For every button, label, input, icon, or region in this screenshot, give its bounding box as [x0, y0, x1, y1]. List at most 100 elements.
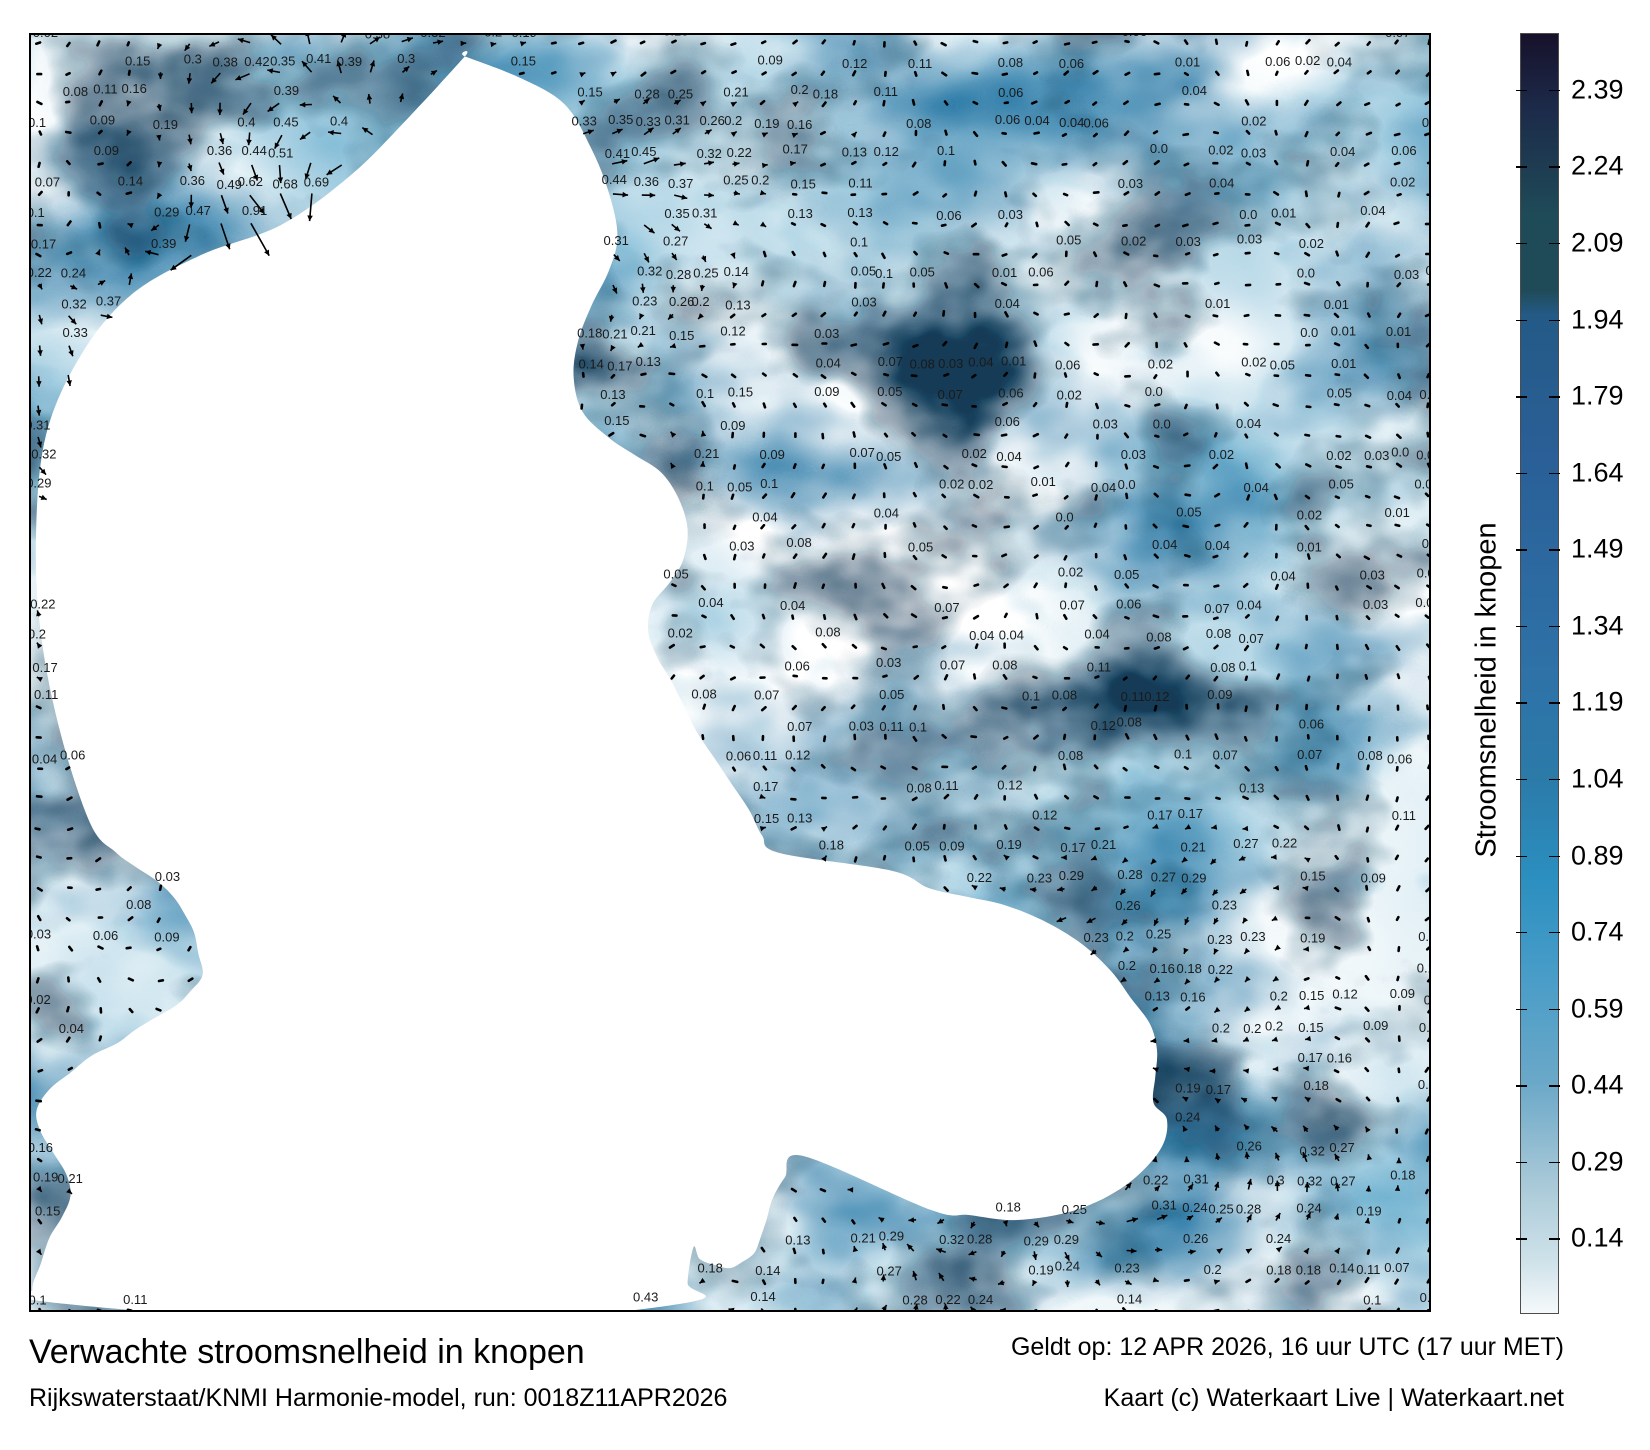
svg-text:0.09: 0.09 [94, 143, 119, 158]
svg-text:0.25: 0.25 [723, 172, 748, 187]
svg-text:0.07: 0.07 [1330, 35, 1355, 38]
svg-text:0.03: 0.03 [851, 294, 876, 309]
svg-text:0.18: 0.18 [996, 1200, 1021, 1215]
svg-text:0.12: 0.12 [1332, 987, 1357, 1002]
svg-text:0.07: 0.07 [1385, 35, 1410, 40]
svg-text:0.45: 0.45 [631, 144, 656, 159]
svg-text:0.25: 0.25 [668, 86, 693, 101]
svg-text:0.11: 0.11 [1121, 689, 1145, 704]
svg-text:0.02: 0.02 [1390, 174, 1415, 189]
svg-text:0.14: 0.14 [724, 264, 749, 279]
svg-text:0.07: 0.07 [1415, 595, 1431, 610]
svg-text:0.22: 0.22 [31, 596, 56, 611]
svg-text:0.08: 0.08 [1210, 660, 1235, 675]
svg-text:0.23: 0.23 [1240, 929, 1265, 944]
svg-text:0.23: 0.23 [1027, 871, 1052, 886]
svg-text:0.29: 0.29 [879, 1228, 904, 1243]
svg-text:0.03: 0.03 [31, 927, 51, 942]
svg-text:0.06: 0.06 [995, 112, 1020, 127]
svg-text:0.01: 0.01 [1205, 296, 1230, 311]
svg-text:0.08: 0.08 [910, 356, 935, 371]
svg-text:0.02: 0.02 [1208, 143, 1233, 158]
svg-text:0.11: 0.11 [874, 84, 898, 99]
svg-text:0.0: 0.0 [1145, 384, 1163, 399]
svg-text:0.29: 0.29 [1054, 1232, 1079, 1247]
svg-text:0.25: 0.25 [1062, 1202, 1087, 1217]
svg-text:0.14: 0.14 [118, 174, 143, 189]
svg-text:0.47: 0.47 [186, 203, 211, 218]
svg-text:0.16: 0.16 [1150, 961, 1175, 976]
svg-text:0.15: 0.15 [1300, 868, 1325, 883]
svg-text:0.01: 0.01 [1331, 356, 1356, 371]
svg-text:0.04: 0.04 [1152, 537, 1177, 552]
svg-text:0.05: 0.05 [879, 687, 904, 702]
svg-text:0.19: 0.19 [1175, 1081, 1200, 1096]
svg-text:0.13: 0.13 [842, 144, 867, 159]
svg-text:0.26: 0.26 [700, 113, 725, 128]
svg-text:0.05: 0.05 [1327, 385, 1352, 400]
svg-text:0.05: 0.05 [727, 480, 752, 495]
svg-text:0.29: 0.29 [1181, 870, 1206, 885]
svg-text:0.4: 0.4 [237, 115, 255, 130]
svg-text:0.24: 0.24 [1266, 1231, 1291, 1246]
svg-text:0.19: 0.19 [754, 116, 779, 131]
svg-text:0.06: 0.06 [60, 748, 85, 763]
svg-text:0.06: 0.06 [936, 208, 961, 223]
svg-text:0.04: 0.04 [1182, 83, 1207, 98]
svg-text:0.45: 0.45 [273, 115, 298, 130]
svg-text:0.04: 0.04 [1422, 536, 1431, 551]
svg-text:0.12: 0.12 [720, 323, 745, 338]
svg-text:0.2: 0.2 [791, 82, 809, 97]
svg-text:0.06: 0.06 [1055, 358, 1080, 373]
svg-text:0.21: 0.21 [58, 1171, 83, 1186]
svg-text:0.03: 0.03 [1394, 267, 1419, 282]
svg-text:0.24: 0.24 [1182, 1200, 1207, 1215]
svg-text:0.17: 0.17 [1178, 806, 1203, 821]
svg-text:0.12: 0.12 [1417, 961, 1431, 976]
svg-text:0.01: 0.01 [1001, 354, 1026, 369]
svg-text:0.62: 0.62 [238, 174, 263, 189]
svg-text:0.11: 0.11 [753, 748, 777, 763]
svg-text:0.06: 0.06 [1084, 115, 1109, 130]
svg-text:0.11: 0.11 [1419, 1020, 1431, 1035]
svg-text:0.09: 0.09 [1207, 687, 1232, 702]
svg-text:0.17: 0.17 [753, 779, 778, 794]
svg-text:0.3: 0.3 [184, 52, 202, 67]
svg-text:0.18: 0.18 [813, 87, 838, 102]
svg-text:0.06: 0.06 [1028, 265, 1053, 280]
svg-text:0.42: 0.42 [299, 35, 324, 38]
svg-text:0.22: 0.22 [31, 265, 52, 280]
svg-text:0.13: 0.13 [785, 1233, 810, 1248]
svg-text:0.23: 0.23 [1114, 1260, 1139, 1275]
svg-text:0.08: 0.08 [992, 658, 1017, 673]
svg-text:0.03: 0.03 [1093, 417, 1118, 432]
svg-text:0.29: 0.29 [154, 205, 179, 220]
svg-text:0.17: 0.17 [32, 660, 57, 675]
svg-text:0.1: 0.1 [760, 476, 778, 491]
svg-text:0.04: 0.04 [969, 628, 994, 643]
svg-text:0.21: 0.21 [694, 446, 719, 461]
svg-text:0.39: 0.39 [274, 83, 299, 98]
svg-text:0.68: 0.68 [273, 176, 298, 191]
svg-text:0.18: 0.18 [1304, 1078, 1329, 1093]
svg-text:0.01: 0.01 [1419, 387, 1431, 402]
svg-text:0.05: 0.05 [1114, 567, 1139, 582]
svg-text:0.11: 0.11 [34, 687, 58, 702]
svg-text:0.14: 0.14 [1117, 1292, 1142, 1307]
svg-text:0.05: 0.05 [910, 264, 935, 279]
svg-text:0.24: 0.24 [968, 1292, 993, 1307]
svg-text:0.05: 0.05 [1176, 504, 1201, 519]
svg-text:0.07: 0.07 [787, 719, 812, 734]
svg-text:0.02: 0.02 [1295, 53, 1320, 68]
svg-text:0.05: 0.05 [1270, 357, 1295, 372]
svg-text:0.17: 0.17 [607, 359, 632, 374]
svg-text:0.18: 0.18 [819, 838, 844, 853]
svg-text:0.19: 0.19 [1356, 1204, 1381, 1219]
svg-text:0.35: 0.35 [270, 54, 295, 69]
svg-text:0.16: 0.16 [1180, 990, 1205, 1005]
svg-text:0.24: 0.24 [1055, 1258, 1080, 1273]
svg-text:0.1: 0.1 [909, 720, 927, 735]
svg-text:0.05: 0.05 [908, 540, 933, 555]
svg-text:0.21: 0.21 [631, 323, 656, 338]
svg-text:0.15: 0.15 [125, 54, 150, 69]
